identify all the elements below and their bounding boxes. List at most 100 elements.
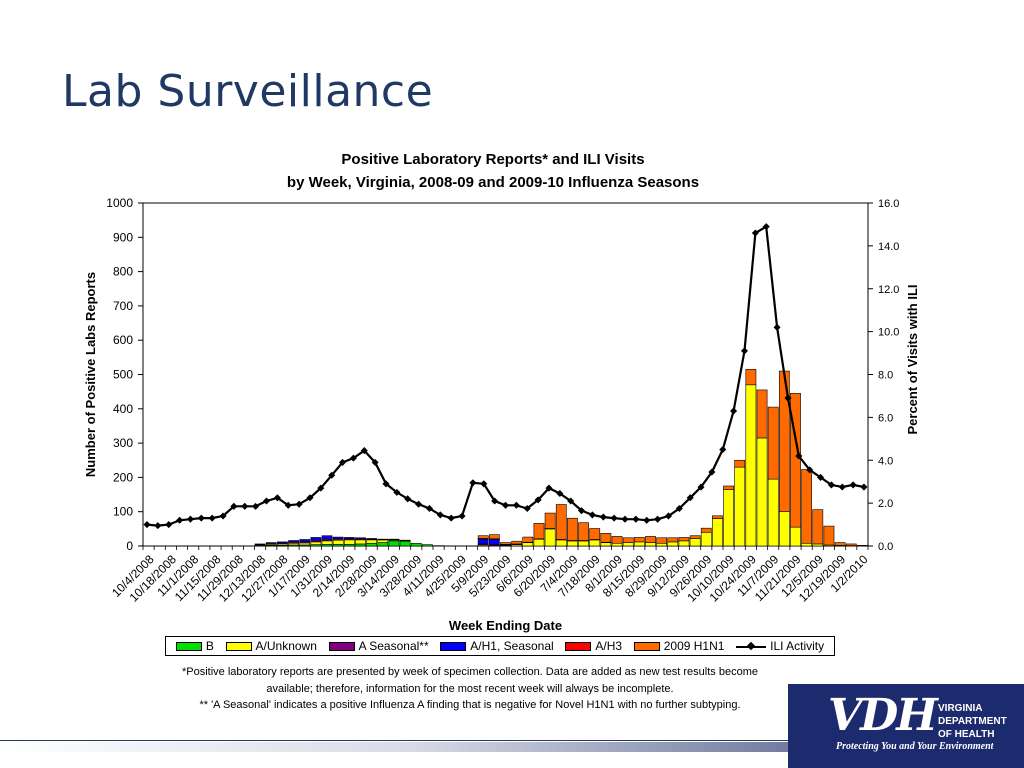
bar-segment: [522, 542, 534, 547]
bar-segment: [511, 540, 523, 545]
y-axis-title: Number of Positive Labs Reports: [83, 272, 98, 477]
ili-point: [339, 458, 347, 466]
bar-segment: [778, 511, 790, 547]
ili-point: [577, 507, 586, 515]
bar-segment: [723, 489, 734, 547]
bar-segment: [745, 384, 757, 547]
y-tick-label: 300: [113, 436, 133, 450]
bar-segment: [399, 539, 411, 541]
bar-segment: [488, 534, 500, 540]
bar-segment: [366, 542, 378, 547]
bar-segment: [712, 518, 723, 547]
bar-segment: [734, 466, 746, 547]
ili-point: [816, 473, 825, 481]
bar-segment: [555, 504, 567, 540]
bar-segment: [422, 544, 433, 547]
vdh-dept-line-3: OF HEALTH: [938, 729, 995, 740]
bar-segment: [377, 542, 389, 547]
y-tick-label: 0: [126, 539, 133, 553]
bar-segment: [756, 389, 768, 439]
bar-segment: [321, 540, 333, 545]
bar-segment: [355, 537, 366, 540]
ili-point: [849, 481, 857, 489]
bar-segment: [801, 542, 813, 547]
bar-segment: [790, 526, 801, 547]
slide-title: Lab Surveillance: [62, 66, 434, 117]
bar-segment: [388, 538, 400, 540]
ili-point: [664, 512, 673, 520]
ili-point: [512, 501, 520, 509]
ili-point: [523, 504, 531, 513]
ili-point: [501, 501, 510, 509]
y2-axis-title: Percent of Visits with ILI: [905, 284, 920, 434]
ili-point: [643, 516, 651, 524]
ili-point: [599, 513, 607, 521]
vdh-dept-line-1: VIRGINIA: [938, 703, 983, 714]
bar-segment: [299, 542, 311, 546]
ili-point: [425, 504, 434, 512]
bar-segment: [377, 538, 389, 540]
legend-item: 2009 H1N1: [633, 639, 724, 653]
bar-segment: [265, 542, 277, 544]
chart-subtitle: by Week, Virginia, 2008-09 and 2009-10 I…: [286, 174, 700, 191]
bar-segment: [645, 536, 656, 543]
bar-segment: [767, 478, 779, 547]
y-tick-label: 700: [113, 299, 133, 313]
bar-segment: [500, 542, 511, 545]
bar-segment: [533, 538, 545, 547]
bar-segment: [700, 527, 712, 533]
y-tick-label: 200: [113, 470, 133, 484]
legend-item: ILI Activity: [736, 639, 824, 653]
ili-point: [328, 471, 336, 479]
bar-segment: [611, 536, 623, 544]
bar-segment: [790, 393, 801, 528]
ili-point: [371, 458, 379, 466]
legend-label: ILI Activity: [770, 639, 825, 653]
ili-point: [697, 483, 705, 491]
legend-label: A/Unknown: [255, 639, 317, 653]
legend-item: A Seasonal**: [328, 639, 429, 653]
y-tick-label: 1000: [106, 196, 133, 210]
bar-segment: [578, 522, 589, 541]
bar-segment: [399, 540, 411, 547]
ili-point: [556, 489, 564, 498]
bar-segment: [589, 539, 601, 547]
ili-point: [349, 454, 357, 462]
bar-segment: [343, 537, 355, 540]
bar-segment: [310, 541, 322, 545]
vdh-logo-panel: [788, 684, 1024, 768]
ili-point: [534, 496, 542, 504]
x-axis-title: Week Ending Date: [449, 618, 562, 633]
legend-item: A/H3: [565, 639, 622, 653]
bar-segment: [589, 528, 601, 540]
bar-segment: [388, 540, 400, 547]
y2-tick-label: 8.0: [878, 370, 893, 382]
bar-segment: [678, 540, 690, 547]
ili-point: [719, 445, 727, 454]
bar-segment: [633, 541, 645, 547]
bar-segment: [767, 406, 779, 480]
bar-segment: [310, 537, 322, 541]
bar-segment: [633, 537, 645, 543]
bar-segment: [522, 536, 534, 543]
bar-segment: [622, 542, 634, 547]
y2-tick-label: 4.0: [878, 455, 893, 467]
bar-segment: [812, 509, 824, 545]
legend-label: B: [205, 639, 214, 653]
y-tick-label: 100: [113, 505, 133, 519]
ili-point: [273, 494, 281, 502]
ili-point: [143, 521, 151, 529]
bar-segment: [567, 517, 578, 541]
bar-segment: [366, 538, 378, 540]
ili-point: [393, 488, 401, 496]
ili-point: [708, 468, 716, 476]
bar-segment: [277, 541, 288, 544]
y-tick-label: 800: [113, 265, 133, 279]
ili-point: [730, 407, 738, 415]
bar-segment: [332, 536, 344, 540]
bar-segment: [477, 535, 489, 539]
ili-point: [262, 497, 271, 505]
y2-tick-label: 16.0: [878, 198, 899, 210]
ili-point: [295, 500, 303, 508]
bar-segment: [355, 539, 366, 545]
